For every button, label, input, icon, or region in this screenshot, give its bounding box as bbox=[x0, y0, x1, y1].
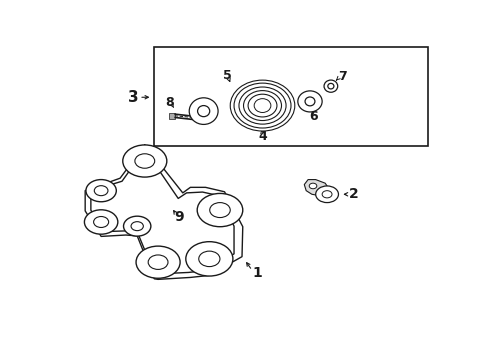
Ellipse shape bbox=[322, 191, 332, 198]
Ellipse shape bbox=[230, 80, 295, 131]
Ellipse shape bbox=[86, 180, 116, 202]
Text: 6: 6 bbox=[310, 110, 318, 123]
Ellipse shape bbox=[244, 91, 281, 121]
Polygon shape bbox=[169, 113, 175, 118]
Ellipse shape bbox=[324, 80, 338, 92]
Text: 1: 1 bbox=[252, 266, 262, 280]
Text: 2: 2 bbox=[349, 187, 359, 201]
Ellipse shape bbox=[328, 84, 334, 89]
Bar bbox=[154, 48, 428, 146]
Ellipse shape bbox=[305, 97, 315, 106]
Ellipse shape bbox=[309, 183, 317, 189]
Ellipse shape bbox=[316, 186, 339, 203]
Text: 3: 3 bbox=[128, 90, 139, 105]
Text: 4: 4 bbox=[258, 130, 267, 143]
Ellipse shape bbox=[254, 99, 271, 112]
Text: 9: 9 bbox=[174, 210, 184, 224]
Ellipse shape bbox=[186, 242, 233, 276]
Ellipse shape bbox=[135, 154, 155, 168]
Ellipse shape bbox=[131, 222, 144, 231]
Ellipse shape bbox=[210, 203, 230, 217]
Ellipse shape bbox=[199, 251, 220, 267]
Ellipse shape bbox=[94, 216, 109, 228]
Ellipse shape bbox=[123, 145, 167, 177]
Ellipse shape bbox=[239, 87, 286, 124]
Ellipse shape bbox=[298, 91, 322, 112]
Text: 5: 5 bbox=[223, 69, 232, 82]
Ellipse shape bbox=[148, 255, 168, 269]
Ellipse shape bbox=[94, 186, 108, 195]
Ellipse shape bbox=[197, 105, 210, 117]
Ellipse shape bbox=[136, 246, 180, 278]
Ellipse shape bbox=[84, 210, 118, 234]
Ellipse shape bbox=[197, 193, 243, 227]
Text: 8: 8 bbox=[165, 96, 174, 109]
Ellipse shape bbox=[234, 83, 291, 128]
Ellipse shape bbox=[189, 98, 218, 125]
Ellipse shape bbox=[248, 94, 277, 117]
Text: 7: 7 bbox=[338, 70, 346, 83]
Ellipse shape bbox=[123, 216, 151, 236]
Polygon shape bbox=[304, 180, 329, 195]
